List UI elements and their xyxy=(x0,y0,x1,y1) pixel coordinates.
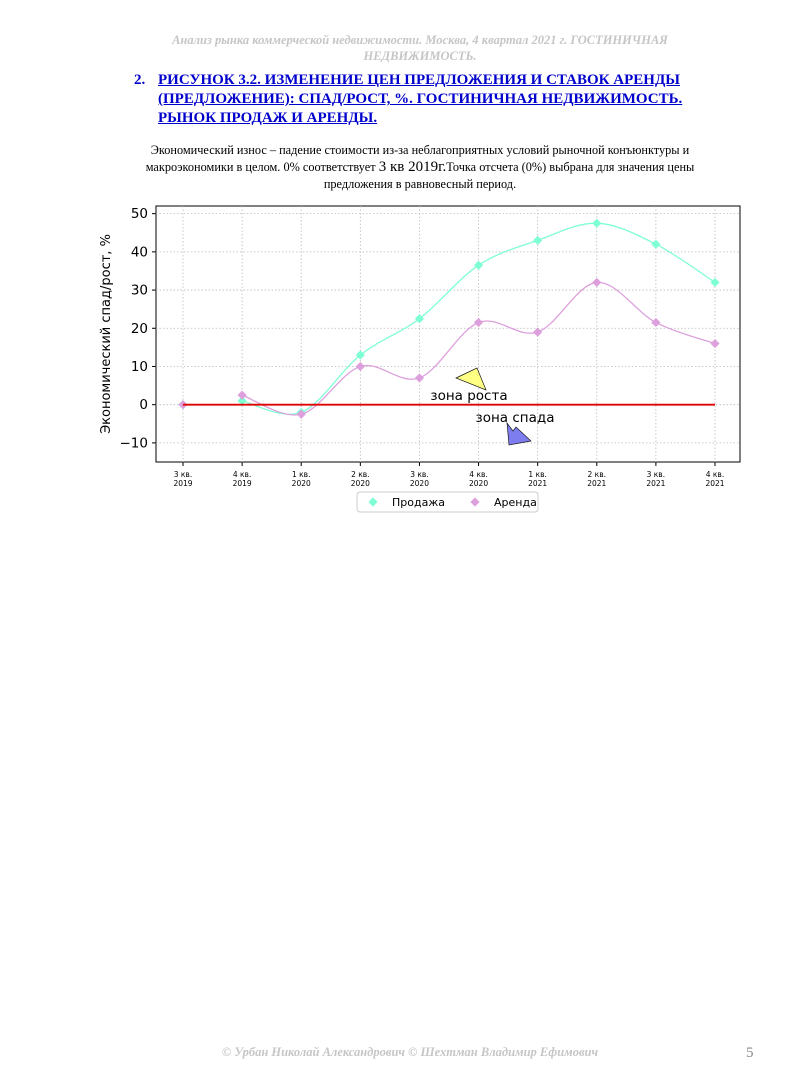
x-tick-label: 2020 xyxy=(410,479,429,488)
x-tick-label: 4 кв. xyxy=(469,470,488,479)
decline-zone-label: зона спада xyxy=(476,410,555,426)
x-tick-label: 2021 xyxy=(587,479,606,488)
data-point-sale xyxy=(592,218,602,228)
x-tick-label: 1 кв. xyxy=(528,470,547,479)
y-tick-label: 30 xyxy=(131,283,148,299)
legend-label-sale: Продажа xyxy=(392,496,445,509)
figure-description: Экономический износ – падение стоимости … xyxy=(115,142,725,193)
legend-label-rent: Аренда xyxy=(494,496,537,509)
data-point-sale xyxy=(651,239,661,249)
data-point-rent xyxy=(237,390,247,400)
description-part1: Экономический износ – падение стоимости … xyxy=(145,143,690,174)
x-tick-label: 2020 xyxy=(292,479,311,488)
data-point-sale xyxy=(473,260,484,270)
legend-marker-sale xyxy=(368,497,378,507)
y-tick-label: 50 xyxy=(131,206,148,222)
data-point-sale xyxy=(533,235,543,245)
x-tick-label: 2019 xyxy=(173,479,192,488)
x-tick-label: 4 кв. xyxy=(233,470,252,479)
growth-zone-arrow xyxy=(455,367,487,391)
y-tick-label: −10 xyxy=(120,435,149,451)
plot-area xyxy=(155,205,741,463)
data-point-rent xyxy=(592,277,602,288)
data-point-sale xyxy=(237,396,247,406)
y-tick-label: 0 xyxy=(139,397,148,413)
x-tick-label: 3 кв. xyxy=(410,470,429,479)
data-point-rent xyxy=(414,373,425,383)
y-tick-label: 40 xyxy=(131,244,148,260)
data-point-rent xyxy=(355,361,365,372)
figure-title-link[interactable]: РИСУНОК 3.2. ИЗМЕНЕНИЕ ЦЕН ПРЕДЛОЖЕНИЯ И… xyxy=(158,72,683,126)
legend-marker-rent xyxy=(470,497,480,507)
description-part3: Точка отсчета (0%) выбрана для значения … xyxy=(323,160,695,191)
x-tick-label: 4 кв. xyxy=(706,470,725,479)
x-tick-label: 3 кв. xyxy=(647,470,666,479)
data-point-rent xyxy=(710,338,720,349)
x-tick-label: 2 кв. xyxy=(351,470,370,479)
growth-zone-label: зона роста xyxy=(430,388,507,404)
x-tick-label: 1 кв. xyxy=(292,470,311,479)
x-tick-label: 2020 xyxy=(351,479,370,488)
chart-legend: Продажа Аренда xyxy=(356,491,539,513)
page-footer: © Урбан Николай Александрович © Шехтман … xyxy=(221,1045,599,1059)
description-reference-period: 3 кв 2019г. xyxy=(378,159,447,175)
section-number: 2. xyxy=(134,72,146,88)
page-header: Анализ рынка коммерческой недвижимости. … xyxy=(172,33,668,63)
page-number: 5 xyxy=(746,1045,754,1061)
x-tick-label: 2 кв. xyxy=(588,470,607,479)
y-axis-label: Экономический спад/рост, % xyxy=(99,234,114,434)
legend-box xyxy=(356,491,539,513)
x-tick-label: 3 кв. xyxy=(174,470,193,479)
decline-zone-arrow xyxy=(506,421,532,446)
x-tick-label: 2019 xyxy=(233,479,252,488)
data-point-rent xyxy=(533,327,543,337)
x-tick-label: 2020 xyxy=(469,479,488,488)
x-tick-label: 2021 xyxy=(646,479,665,488)
x-tick-label: 2021 xyxy=(528,479,547,488)
x-tick-label: 2021 xyxy=(705,479,724,488)
data-point-sale xyxy=(710,277,720,288)
y-tick-label: 20 xyxy=(131,321,148,337)
y-tick-label: 10 xyxy=(131,359,148,375)
